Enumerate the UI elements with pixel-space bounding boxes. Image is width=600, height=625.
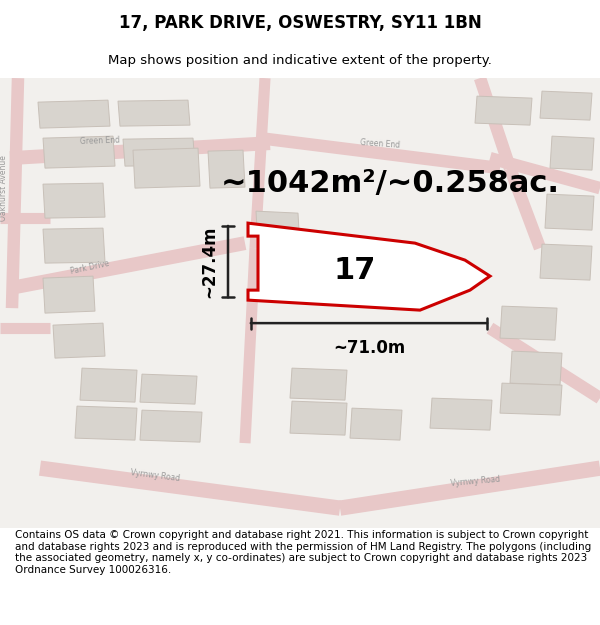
Polygon shape: [545, 194, 594, 230]
Polygon shape: [75, 406, 137, 440]
Polygon shape: [475, 96, 532, 125]
Polygon shape: [53, 323, 105, 358]
Polygon shape: [118, 100, 190, 126]
Polygon shape: [350, 408, 402, 440]
Polygon shape: [208, 150, 245, 188]
Polygon shape: [540, 244, 592, 280]
Polygon shape: [43, 136, 115, 168]
Polygon shape: [290, 401, 347, 435]
Text: Green End: Green End: [80, 136, 120, 146]
Polygon shape: [500, 383, 562, 415]
Polygon shape: [43, 183, 105, 218]
Polygon shape: [38, 100, 110, 128]
Polygon shape: [248, 223, 490, 310]
Polygon shape: [43, 228, 105, 263]
Polygon shape: [510, 351, 562, 385]
Text: Green End: Green End: [360, 138, 401, 150]
Text: Vyrnwy Road: Vyrnwy Road: [130, 468, 181, 483]
Polygon shape: [256, 211, 300, 248]
Text: Vyrnwy Road: Vyrnwy Road: [450, 475, 500, 488]
Polygon shape: [80, 368, 137, 402]
Polygon shape: [123, 138, 195, 166]
Text: 17, PARK DRIVE, OSWESTRY, SY11 1BN: 17, PARK DRIVE, OSWESTRY, SY11 1BN: [119, 14, 481, 32]
Text: Park Drive: Park Drive: [70, 259, 110, 276]
Polygon shape: [140, 374, 197, 404]
Text: 17: 17: [334, 256, 376, 284]
Polygon shape: [43, 276, 95, 313]
Text: Contains OS data © Crown copyright and database right 2021. This information is : Contains OS data © Crown copyright and d…: [15, 530, 591, 575]
Polygon shape: [133, 148, 200, 188]
Text: ~27.4m: ~27.4m: [200, 226, 218, 298]
Text: Oakhurst Avenue: Oakhurst Avenue: [0, 155, 8, 221]
Polygon shape: [290, 368, 347, 400]
Text: Map shows position and indicative extent of the property.: Map shows position and indicative extent…: [108, 54, 492, 68]
Polygon shape: [540, 91, 592, 120]
Polygon shape: [140, 410, 202, 442]
Polygon shape: [500, 306, 557, 340]
Polygon shape: [550, 136, 594, 170]
Text: ~1042m²/~0.258ac.: ~1042m²/~0.258ac.: [221, 169, 560, 198]
Text: ~71.0m: ~71.0m: [333, 339, 405, 357]
Polygon shape: [430, 398, 492, 430]
